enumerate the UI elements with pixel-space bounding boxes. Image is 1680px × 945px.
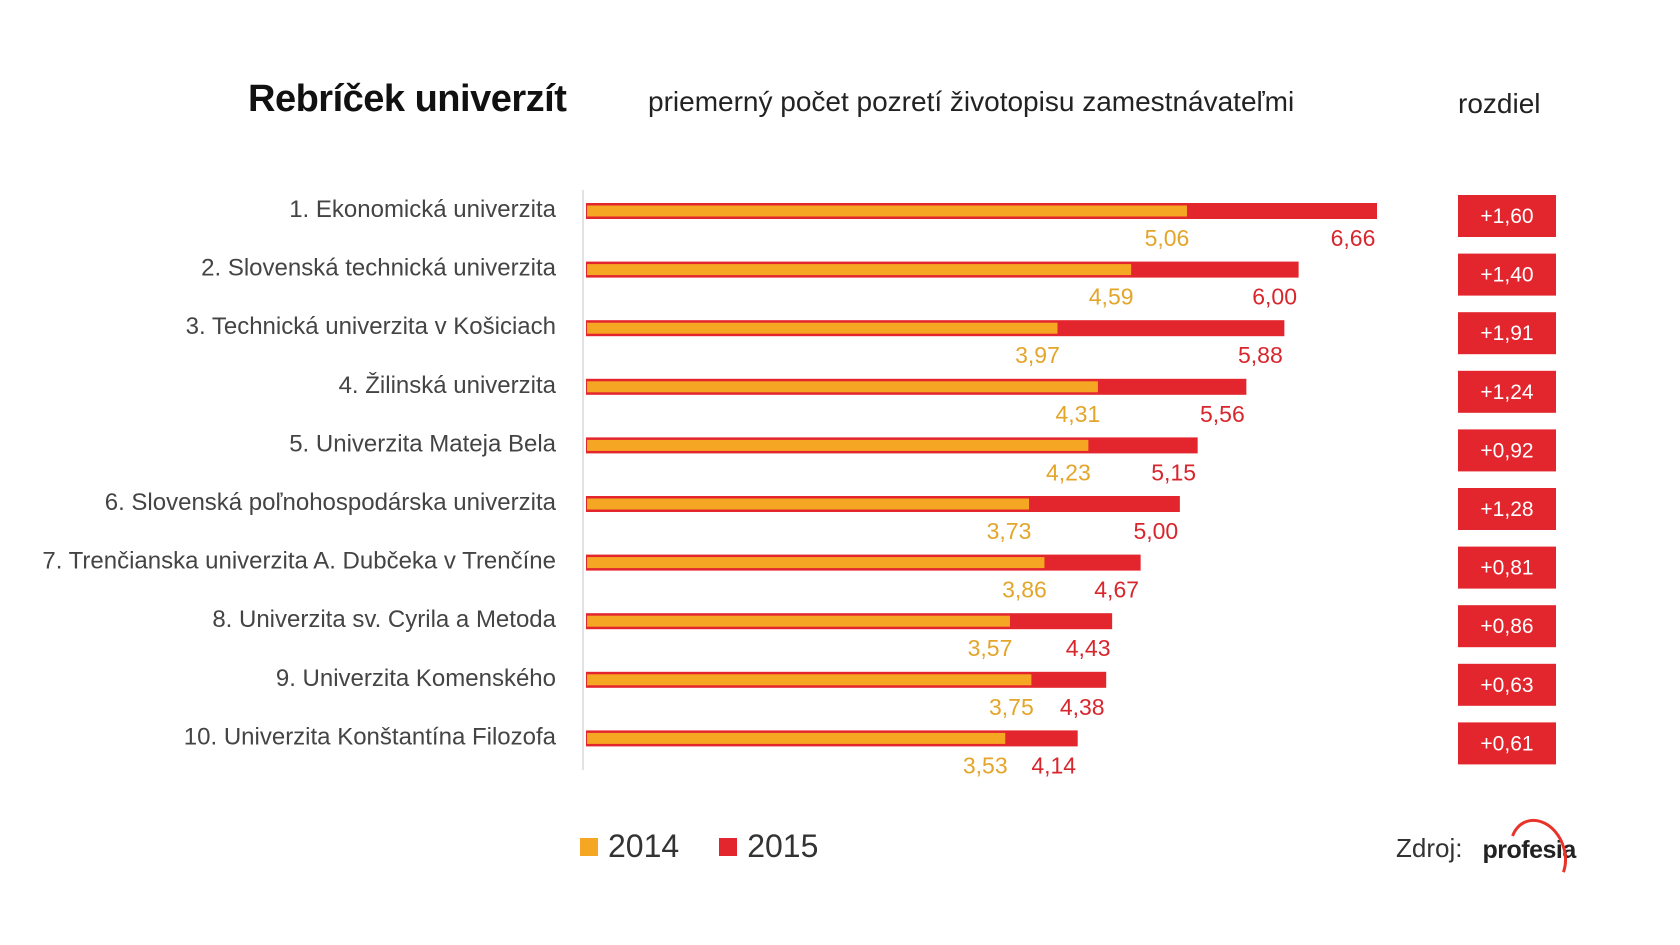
category-label: 4. Žilinská univerzita — [339, 372, 557, 399]
value-label-2015: 5,56 — [1200, 401, 1245, 427]
category-label: 6. Slovenská poľnohospodárska univerzita — [105, 489, 557, 516]
difference-badge — [1458, 312, 1556, 355]
value-label-2014: 5,06 — [1145, 225, 1190, 251]
difference-badge — [1458, 546, 1556, 589]
difference-value: +1,40 — [1480, 264, 1533, 287]
difference-badge — [1458, 663, 1556, 706]
value-label-2014: 3,73 — [987, 518, 1032, 544]
legend-item-2015: 2015 — [719, 828, 818, 865]
bar-2014 — [587, 615, 1011, 627]
value-label-2015: 5,15 — [1151, 459, 1196, 485]
bar-2014 — [587, 498, 1030, 510]
difference-badge — [1458, 253, 1556, 296]
legend-label-2014: 2014 — [608, 828, 680, 864]
value-label-2015: 6,66 — [1331, 225, 1376, 251]
category-label: 8. Univerzita sv. Cyrila a Metoda — [212, 606, 556, 633]
difference-badge — [1458, 429, 1556, 472]
value-label-2015: 4,14 — [1031, 752, 1076, 778]
value-label-2014: 4,59 — [1089, 284, 1134, 310]
difference-value: +0,92 — [1480, 439, 1533, 462]
bar-2014 — [587, 674, 1032, 686]
difference-badge — [1458, 605, 1556, 648]
bar-2014 — [587, 557, 1045, 569]
category-label: 3. Technická univerzita v Košiciach — [186, 313, 556, 340]
difference-badge — [1458, 722, 1556, 765]
value-label-2015: 4,38 — [1060, 694, 1105, 720]
value-label-2015: 5,00 — [1133, 518, 1178, 544]
value-label-2014: 3,86 — [1002, 577, 1047, 603]
category-label: 2. Slovenská technická univerzita — [201, 255, 557, 282]
legend-label-2015: 2015 — [747, 828, 819, 864]
legend-swatch-2014 — [580, 837, 598, 856]
value-label-2014: 3,75 — [989, 694, 1034, 720]
chart-legend: 2014 2015 — [580, 828, 818, 865]
chart-title: Rebríček univerzít — [248, 78, 567, 120]
value-label-2014: 4,31 — [1056, 401, 1101, 427]
category-label: 10. Univerzita Konštantína Filozofa — [184, 723, 557, 750]
source-attribution: Zdroj: profesia — [1396, 810, 1578, 898]
value-label-2015: 4,67 — [1094, 577, 1139, 603]
value-label-2015: 4,43 — [1066, 635, 1111, 661]
difference-badge — [1458, 195, 1556, 237]
legend-item-2014: 2014 — [580, 828, 679, 865]
difference-value: +0,63 — [1480, 674, 1533, 697]
bar-2014 — [587, 205, 1187, 217]
bar-2014 — [587, 322, 1058, 334]
category-label: 5. Univerzita Mateja Bela — [289, 430, 556, 457]
difference-column-header: rozdiel — [1458, 88, 1541, 119]
bar-2014 — [587, 381, 1098, 393]
value-label-2014: 3,97 — [1015, 342, 1060, 368]
bar-2014 — [587, 439, 1089, 451]
bar-2014 — [587, 264, 1132, 276]
value-label-2014: 3,53 — [963, 752, 1008, 778]
logo-text: profesia — [1482, 836, 1576, 864]
difference-value: +1,28 — [1480, 498, 1533, 521]
difference-value: +0,61 — [1480, 732, 1533, 755]
chart-subtitle: priemerný počet pozretí životopisu zames… — [648, 86, 1295, 117]
category-label: 7. Trenčianska univerzita A. Dubčeka v T… — [42, 548, 556, 575]
difference-value: +0,86 — [1480, 615, 1533, 638]
difference-value: +0,81 — [1480, 557, 1533, 580]
category-label: 1. Ekonomická univerzita — [289, 196, 556, 223]
difference-value: +1,24 — [1480, 381, 1533, 404]
profesia-logo: profesia — [1482, 810, 1578, 898]
difference-value: +1,91 — [1480, 322, 1533, 345]
bar-2014 — [587, 732, 1006, 744]
value-label-2014: 3,57 — [968, 635, 1013, 661]
value-label-2015: 6,00 — [1252, 284, 1297, 310]
category-label: 9. Univerzita Komenského — [276, 665, 556, 692]
difference-badge — [1458, 370, 1556, 413]
value-label-2015: 5,88 — [1238, 342, 1283, 368]
source-label: Zdroj: — [1396, 833, 1463, 863]
difference-value: +1,60 — [1480, 205, 1533, 228]
difference-badge — [1458, 488, 1556, 530]
value-label-2014: 4,23 — [1046, 459, 1091, 485]
legend-swatch-2015 — [719, 837, 738, 856]
